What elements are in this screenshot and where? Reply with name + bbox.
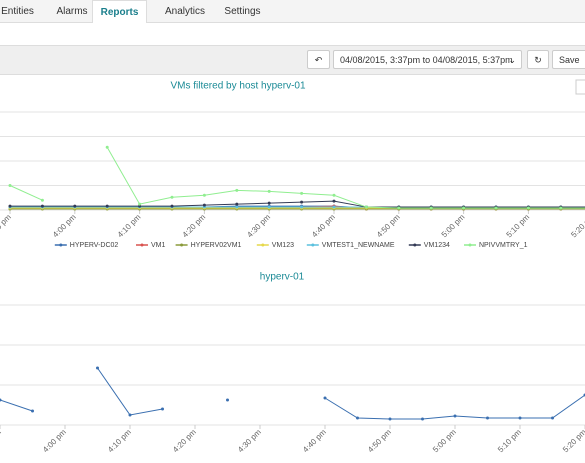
legend-label: VM1	[151, 242, 166, 249]
data-point	[332, 193, 336, 197]
toolbar: ↶ 04/08/2015, 3:37pm to 04/08/2015, 5:37…	[0, 45, 585, 75]
data-point	[40, 198, 44, 202]
data-point	[421, 417, 424, 421]
tab[interactable]: Settings	[224, 6, 261, 17]
data-point	[8, 184, 12, 187]
data-point	[138, 202, 142, 206]
series-line	[0, 367, 585, 420]
x-tick-label: 3:50 pm	[0, 212, 13, 239]
legend-marker	[261, 243, 265, 247]
tab[interactable]: Analytics	[164, 6, 205, 17]
tab[interactable]: Alarms	[56, 6, 88, 17]
x-tick-label: 4:40 pm	[301, 427, 328, 454]
tab-bar: Entities Alarms Reports Analytics Settings	[0, 0, 585, 23]
x-tick-label: 4:10 pm	[116, 212, 143, 239]
x-tick-label: 4:40 pm	[310, 212, 337, 239]
data-point	[494, 206, 498, 210]
data-point	[364, 205, 368, 209]
data-point	[300, 200, 304, 204]
legend-label: VM123	[272, 242, 294, 249]
x-tick-label: 5:20 pm	[569, 212, 585, 239]
legend-label: VM1234	[424, 242, 450, 249]
chart-menu[interactable]	[575, 79, 585, 95]
legend-marker	[59, 243, 63, 247]
data-point	[267, 189, 271, 193]
data-point	[202, 193, 206, 197]
data-point	[397, 206, 401, 210]
data-point	[300, 205, 304, 209]
x-tick-label: 4:20 pm	[171, 427, 198, 454]
legend-marker	[180, 243, 184, 247]
data-point	[235, 188, 239, 192]
x-tick-label: 4:00 pm	[41, 427, 68, 454]
chart-title: VMs filtered by host hyperv-01	[170, 81, 305, 92]
data-point	[267, 205, 271, 209]
x-tick-label: 4:30 pm	[245, 212, 272, 239]
data-point	[226, 398, 229, 402]
data-point	[332, 199, 336, 203]
x-tick-label: 4:30 pm	[236, 427, 263, 454]
caret: ⌄	[508, 55, 516, 65]
date-range[interactable]: 04/08/2015, 3:37pm to 04/08/2015, 5:37pm…	[333, 50, 522, 69]
data-point	[8, 204, 12, 208]
data-point	[96, 366, 99, 370]
data-point	[202, 203, 206, 207]
legend-marker	[140, 243, 144, 247]
refresh-button[interactable]: ↻	[527, 50, 549, 69]
tab[interactable]: Reports	[92, 0, 147, 23]
data-point	[235, 205, 239, 209]
legend-label: NPIVVMTRY_1	[479, 242, 528, 249]
save-button[interactable]: Save	[552, 50, 585, 69]
data-point	[332, 205, 336, 209]
data-point	[559, 206, 563, 210]
x-tick-label: 5:10 pm	[505, 212, 532, 239]
chart-title: hyperv-01	[260, 272, 305, 283]
x-tick-label: 4:20 pm	[181, 212, 208, 239]
data-point	[40, 204, 44, 208]
data-point	[429, 206, 433, 210]
legend-label: VMTEST1_NEWNAME	[322, 242, 395, 249]
data-point	[31, 409, 34, 413]
data-point	[128, 413, 132, 417]
series-line	[9, 147, 585, 209]
legend-label: HYPERV02VM1	[191, 242, 242, 249]
x-tick-label: 3:50 pm	[0, 427, 3, 454]
data-point	[0, 398, 2, 402]
data-point	[170, 204, 174, 208]
x-tick-label: 5:20 pm	[561, 427, 585, 454]
data-point	[356, 416, 359, 420]
x-tick-label: 4:10 pm	[106, 427, 133, 454]
data-point	[73, 204, 77, 208]
data-point	[267, 201, 271, 205]
data-point	[323, 396, 327, 400]
tab[interactable]: Entities	[1, 6, 34, 17]
data-point	[551, 416, 554, 420]
x-tick-label: 4:50 pm	[375, 212, 402, 239]
data-point	[300, 191, 304, 195]
data-point	[486, 416, 489, 420]
legend-marker	[413, 243, 417, 247]
data-point	[526, 206, 530, 210]
data-point	[105, 204, 109, 208]
x-tick-label: 5:00 pm	[431, 427, 458, 454]
legend-label: HYPERV-DC02	[70, 242, 119, 249]
data-point	[388, 417, 392, 421]
x-tick-label: 5:00 pm	[440, 212, 467, 239]
x-tick-label: 4:50 pm	[366, 427, 393, 454]
x-tick-label: 5:10 pm	[496, 427, 523, 454]
data-point	[235, 202, 239, 206]
data-point	[161, 407, 164, 411]
legend-marker	[468, 243, 472, 247]
back-button[interactable]: ↶	[307, 50, 330, 69]
date-range-text: 04/08/2015, 3:37pm to 04/08/2015, 5:37pm	[340, 55, 513, 65]
x-tick-label: 4:00 pm	[51, 212, 78, 239]
data-point	[518, 416, 522, 420]
data-point	[170, 195, 174, 199]
legend-marker	[311, 243, 315, 247]
data-point	[462, 206, 466, 210]
data-point	[105, 145, 109, 149]
data-point	[453, 414, 457, 418]
